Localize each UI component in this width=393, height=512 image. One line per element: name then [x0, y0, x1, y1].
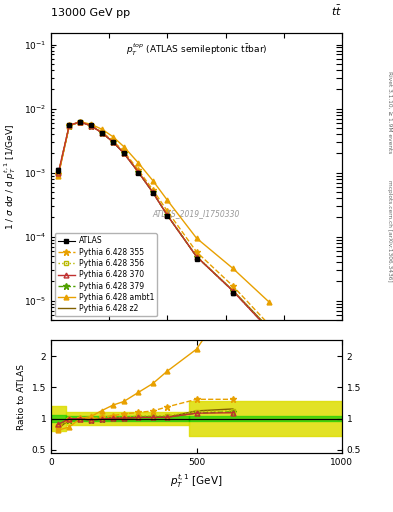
Text: Rivet 3.1.10, ≥ 1.9M events: Rivet 3.1.10, ≥ 1.9M events	[387, 72, 392, 154]
Text: 13000 GeV pp: 13000 GeV pp	[51, 8, 130, 18]
Y-axis label: 1 / $\sigma$ d$\sigma$ / d $p_T^{t,1}$ [1/GeV]: 1 / $\sigma$ d$\sigma$ / d $p_T^{t,1}$ […	[3, 123, 18, 230]
Text: $p_T^{top}$ (ATLAS semileptonic t$\bar{t}$bar): $p_T^{top}$ (ATLAS semileptonic t$\bar{t…	[126, 42, 267, 58]
Text: mcplots.cern.ch [arXiv:1306.3436]: mcplots.cern.ch [arXiv:1306.3436]	[387, 180, 392, 281]
Text: $t\bar{t}$: $t\bar{t}$	[331, 4, 342, 18]
X-axis label: $p_T^{t,1}$ [GeV]: $p_T^{t,1}$ [GeV]	[170, 473, 223, 490]
Y-axis label: Ratio to ATLAS: Ratio to ATLAS	[17, 364, 26, 430]
Text: ATLAS_2019_I1750330: ATLAS_2019_I1750330	[153, 209, 240, 219]
Legend: ATLAS, Pythia 6.428 355, Pythia 6.428 356, Pythia 6.428 370, Pythia 6.428 379, P: ATLAS, Pythia 6.428 355, Pythia 6.428 35…	[55, 233, 157, 316]
